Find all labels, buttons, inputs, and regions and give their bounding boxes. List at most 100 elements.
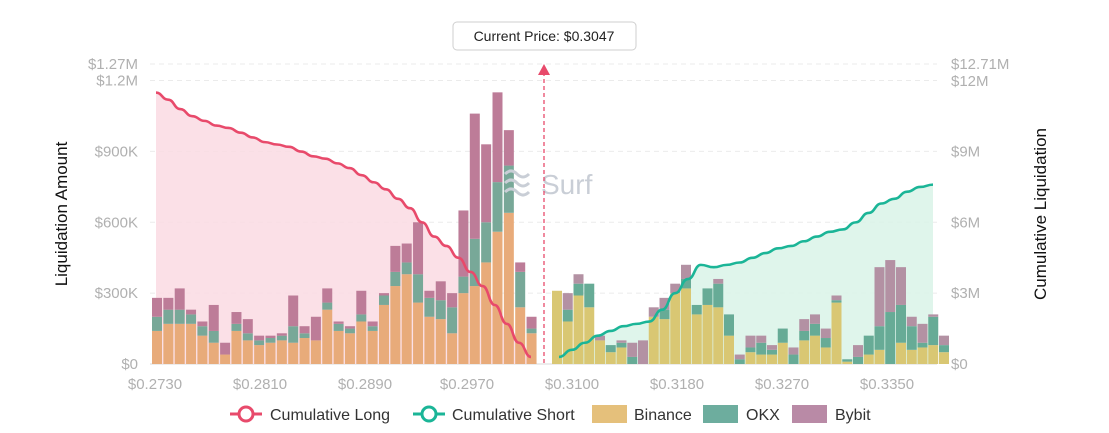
short-bar-bybit xyxy=(906,316,917,327)
y-axis-left: $0 $300K $600K $900K $1.2M$1.27M xyxy=(88,56,138,373)
short-bar-okx xyxy=(928,316,939,346)
long-bar-binance xyxy=(208,342,219,364)
long-bar-binance xyxy=(492,231,503,364)
long-bar-okx xyxy=(413,274,424,303)
long-bar-binance xyxy=(515,307,526,364)
long-bar-okx xyxy=(254,340,265,346)
short-bar-okx xyxy=(713,283,724,308)
cumulative-short-line xyxy=(558,183,934,359)
long-bar-binance xyxy=(242,340,253,364)
long-bar-binance xyxy=(333,330,344,364)
short-bar-binance xyxy=(616,347,627,364)
short-bar-binance xyxy=(799,340,810,364)
long-bar-okx xyxy=(163,309,174,324)
long-bar-okx xyxy=(197,326,208,336)
long-bar-binance xyxy=(152,330,162,364)
long-bar-binance xyxy=(367,330,378,364)
long-bar-bybit xyxy=(469,113,480,239)
short-bar-okx xyxy=(756,342,767,355)
short-bar-bybit xyxy=(756,335,767,343)
long-bar-bybit xyxy=(344,326,355,329)
long-bar-binance xyxy=(220,354,231,364)
long-bar-okx xyxy=(174,309,185,324)
long-bar-bybit xyxy=(515,262,526,272)
long-bar-okx xyxy=(333,323,344,331)
long-bar-okx xyxy=(526,328,537,334)
long-bar-binance xyxy=(310,340,321,364)
x-tick-label: $0.2890 xyxy=(338,376,392,393)
y2-tick-label: $6M xyxy=(951,214,980,231)
short-bar-okx xyxy=(573,283,584,296)
long-bar-binance xyxy=(379,304,389,364)
long-bar-okx xyxy=(242,333,253,341)
short-bar-okx xyxy=(616,342,627,348)
x-tick-label: $0.3100 xyxy=(545,376,599,393)
long-bar-bybit xyxy=(220,342,231,355)
long-bar-binance xyxy=(344,333,355,364)
short-bar-binance xyxy=(605,352,616,364)
long-bar-okx xyxy=(367,326,378,331)
short-bar-bybit xyxy=(627,342,638,357)
short-bar-binance xyxy=(756,354,767,364)
long-bar-binance xyxy=(265,342,276,364)
short-bar-bybit xyxy=(820,328,831,339)
short-bar-binance xyxy=(777,342,788,364)
y2-tick-label: $0 xyxy=(951,356,968,373)
long-bar-okx xyxy=(288,326,299,343)
long-bar-binance xyxy=(231,330,242,364)
long-bar-binance xyxy=(356,321,367,364)
short-bar-bybit xyxy=(616,340,627,343)
short-bar-bybit xyxy=(767,345,777,350)
long-bar-okx xyxy=(481,222,492,263)
short-bar-okx xyxy=(853,356,863,364)
long-bar-okx xyxy=(299,333,310,339)
long-bar-bybit xyxy=(322,288,333,303)
legend: Cumulative Long Cumulative Short Binance OK… xyxy=(230,405,871,424)
long-bar-bybit xyxy=(390,245,401,272)
short-bar-binance xyxy=(702,304,713,364)
short-bar-binance xyxy=(573,295,584,364)
long-bar-bybit xyxy=(503,130,514,166)
long-bar-bybit xyxy=(526,316,537,329)
current-price-label: Current Price: $0.3047 xyxy=(474,28,615,44)
short-bar-okx xyxy=(659,309,670,320)
short-bar-binance xyxy=(767,354,777,364)
y-tick-label: $600K xyxy=(95,214,138,231)
long-bar-binance xyxy=(413,302,424,364)
short-bar-bybit xyxy=(648,307,659,317)
legend-marker-icon xyxy=(237,405,255,423)
short-bar-okx xyxy=(702,288,713,305)
long-bar-bybit xyxy=(435,281,446,301)
long-bar-bybit xyxy=(379,293,389,296)
long-bar-binance xyxy=(197,335,208,364)
long-bar-bybit xyxy=(492,92,503,183)
y2-tick-label: $12.71M xyxy=(951,56,1009,73)
long-bar-bybit xyxy=(254,335,265,341)
short-bar-binance xyxy=(928,345,939,364)
legend-swatch xyxy=(792,405,827,423)
short-bar-binance xyxy=(562,321,573,364)
long-bar-okx xyxy=(424,297,435,317)
short-bar-binance xyxy=(820,347,831,364)
y2-tick-label: $3M xyxy=(951,285,980,302)
long-bar-binance xyxy=(503,212,514,364)
short-bar-bybit xyxy=(939,335,949,346)
short-bar-binance xyxy=(552,290,562,364)
y-axis-right: $0 $3M $6M $9M $12M$12.71M xyxy=(951,56,1009,373)
long-bar-okx xyxy=(435,300,446,320)
short-bar-binance xyxy=(713,307,724,364)
legend-swatch xyxy=(703,405,738,423)
long-bar-okx xyxy=(356,314,367,322)
short-bar-okx xyxy=(788,354,799,364)
long-bar-okx xyxy=(515,271,526,308)
short-bar-bybit xyxy=(874,267,885,327)
long-bar-bybit xyxy=(401,243,412,263)
long-bar-binance xyxy=(288,342,299,364)
watermark-text: Surf xyxy=(541,169,593,200)
short-bar-okx xyxy=(767,349,777,355)
legend-swatch xyxy=(592,405,627,423)
x-tick-label: $0.2970 xyxy=(440,376,494,393)
long-bar-binance xyxy=(424,316,435,364)
long-bar-binance xyxy=(322,309,333,364)
